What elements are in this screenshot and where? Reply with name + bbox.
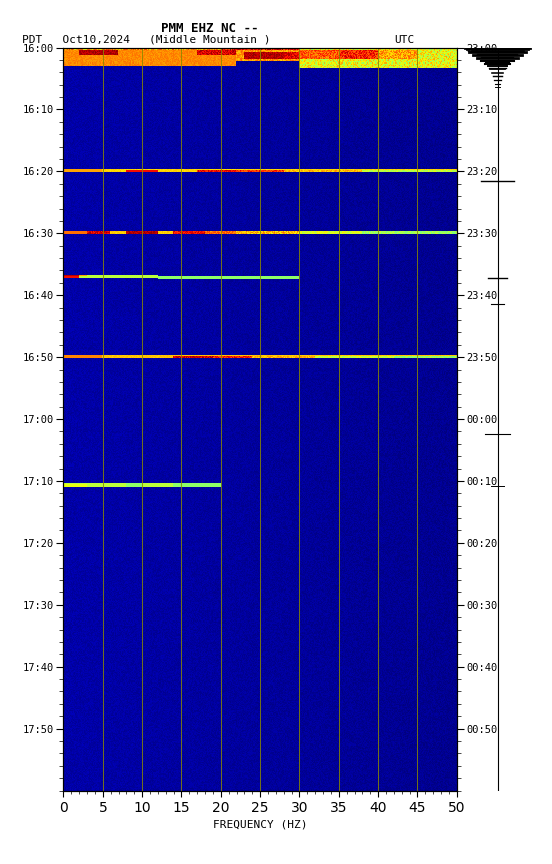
Text: UTC: UTC <box>395 35 415 45</box>
Text: PMM EHZ NC --: PMM EHZ NC -- <box>161 22 258 35</box>
Text: PDT   Oct10,2024: PDT Oct10,2024 <box>22 35 130 45</box>
X-axis label: FREQUENCY (HZ): FREQUENCY (HZ) <box>213 819 307 829</box>
Text: (Middle Mountain ): (Middle Mountain ) <box>149 35 270 45</box>
